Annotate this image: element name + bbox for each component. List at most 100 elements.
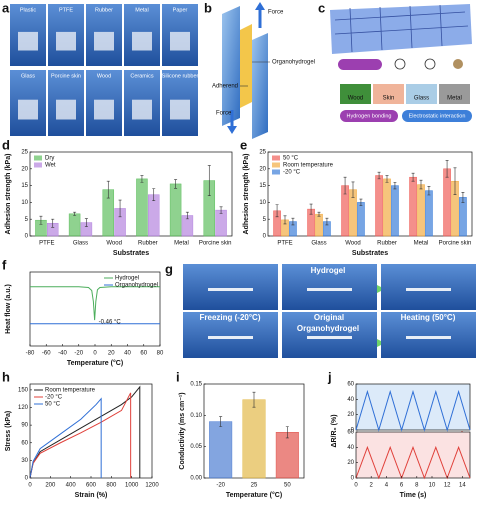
y-tick-label: 60 [21, 440, 28, 446]
y-tick-label: 0 [263, 234, 267, 240]
x-tick-label: Glass [73, 241, 88, 247]
x-axis-label: Temperature (°C) [226, 491, 282, 499]
x-tick-label: 1000 [125, 483, 139, 489]
y-tick-label: 150 [18, 387, 29, 393]
error-bar [377, 171, 381, 180]
x-tick-label: 2 [370, 483, 374, 489]
y-tick-label: 90 [21, 423, 28, 429]
sample-label: Rubber [95, 7, 113, 13]
error-bar [152, 188, 156, 202]
sample-label: Porcine skin [51, 73, 81, 79]
error-bar [73, 211, 77, 216]
x-axis-label: Time (s) [400, 492, 427, 499]
x-tick-label: Porcine skin [439, 241, 472, 247]
interaction-label: Hydrogen bonding [347, 113, 392, 119]
error-bar [317, 211, 321, 217]
legend-swatch [272, 155, 280, 161]
error-bar [445, 160, 449, 178]
x-tick-label: 20 [108, 351, 115, 357]
y-tick-label: 0 [25, 476, 29, 482]
error-bar [385, 175, 389, 183]
sample [132, 99, 152, 120]
legend-swatch [34, 162, 42, 168]
legend-label: -20 °C [45, 395, 63, 401]
error-bar [39, 215, 43, 225]
condition-label: Original [314, 313, 344, 322]
error-bar [419, 179, 423, 190]
y-axis-label: Stress (kPa) [5, 411, 12, 451]
error-bar [351, 181, 355, 198]
bar [68, 213, 81, 237]
bar [425, 190, 433, 237]
error-bar [343, 176, 347, 195]
adherend-label: Adherend [212, 84, 238, 90]
y-tick-label: 10 [259, 200, 266, 206]
bar [375, 175, 383, 237]
error-bar [291, 217, 295, 226]
x-tick-label: 6 [400, 483, 404, 489]
legend-swatch [272, 169, 280, 175]
y-tick-label: 20 [347, 460, 354, 466]
sample-label: Metal [135, 7, 148, 13]
error-bar [84, 218, 88, 227]
photo [381, 264, 476, 310]
y-axis-label: Heat flow (a.u.) [5, 284, 12, 334]
error-bar [275, 204, 279, 218]
x-tick-label: PTFE [277, 241, 292, 247]
x-tick-label: 10 [429, 483, 436, 489]
interaction-badge [402, 110, 472, 122]
error-bar [219, 416, 223, 427]
x-tick-label: 0 [28, 483, 32, 489]
bar [242, 399, 266, 479]
y-tick-label: 40 [347, 445, 354, 451]
x-tick-label: 40 [124, 351, 131, 357]
x-axis-label: Substrates [352, 250, 388, 257]
adhesion-schematic [222, 2, 270, 139]
x-tick-label: PTFE [39, 241, 54, 247]
material-label: Organohydrogel [272, 60, 315, 66]
y-tick-label: 10 [21, 200, 28, 206]
substrate [406, 84, 437, 104]
annotation: -0.46 °C [99, 320, 122, 326]
panel-letter: f [2, 257, 7, 272]
x-tick-label: Metal [174, 241, 189, 247]
x-tick-label: Porcine skin [199, 241, 232, 247]
x-axis-label: Substrates [113, 250, 149, 257]
legend-label: Dry [45, 156, 54, 162]
bar [169, 183, 182, 237]
x-axis-label: Strain (%) [75, 492, 108, 499]
condition-label: Freezing (-20°C) [200, 313, 261, 322]
substrate [340, 84, 371, 104]
plot-frame [355, 431, 471, 479]
sample-strip [208, 336, 253, 339]
legend-swatch [272, 162, 280, 168]
y-axis-label: Conductivity (ms cm⁻¹) [179, 392, 186, 469]
sample-label: Ceramics [130, 73, 153, 79]
x-tick-label: 200 [45, 483, 56, 489]
sample-label: PTFE [59, 7, 73, 13]
force-label: Force [268, 10, 284, 16]
y-tick-label: 5 [263, 217, 267, 223]
y-tick-label: 20 [347, 412, 354, 418]
y-tick-label: 20 [259, 166, 266, 172]
sample [94, 99, 114, 120]
error-bar [325, 217, 329, 226]
line [30, 286, 160, 321]
bar [209, 421, 233, 479]
line [29, 385, 141, 479]
error-bar [453, 167, 457, 195]
error-bar [51, 218, 55, 228]
error-bar [393, 181, 397, 190]
error-bar [174, 179, 178, 189]
panel-letter: i [176, 369, 180, 384]
line [355, 389, 471, 432]
panel-letter: d [2, 137, 10, 152]
substrate [439, 84, 470, 104]
error-bar [309, 203, 313, 215]
substrate-label: Wood [348, 96, 364, 102]
substrate-label: Metal [447, 96, 462, 102]
sample [18, 31, 38, 51]
photo-title: Organohydrogel [297, 324, 359, 333]
y-tick-label: 20 [21, 166, 28, 172]
x-tick-label: 4 [385, 483, 389, 489]
